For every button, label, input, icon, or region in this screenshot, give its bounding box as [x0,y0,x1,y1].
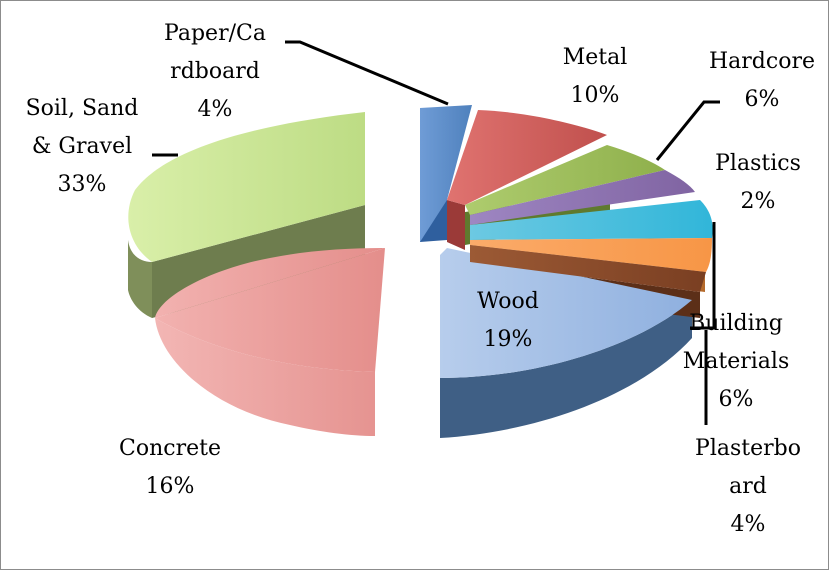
label-line: Soil, Sand [26,96,139,121]
label-line: Concrete [119,436,221,461]
label-concrete: Concrete 16% [119,436,221,499]
slice-metal [447,110,607,205]
label-line: Plastics [715,151,801,176]
slice-side-concrete [155,318,375,436]
slice-side-metal [447,200,465,250]
slice-plastics-2 [470,200,713,240]
slice-plasterboard [470,245,706,292]
label-line: 19% [484,327,533,352]
label-wood: Wood 19% [477,289,539,352]
slice-labels: Paper/Ca rdboard 4% Metal 10% Hardcore 6% Plast… [26,21,815,537]
label-soil-sand-gravel: Soil, Sand & Gravel 33% [26,96,139,197]
label-line: Wood [477,289,539,314]
slice-side-wood [440,300,692,438]
slice-plastics [470,170,695,225]
label-line: rdboard [170,59,260,84]
label-line: Paper/Ca [164,21,266,46]
slice-paper [420,105,472,242]
label-line: & Gravel [32,134,132,159]
label-line: 4% [731,512,766,537]
leader-hardcore [655,100,720,161]
label-line: Plasterbo [695,436,801,461]
label-plasterboard: Plasterbo ard 4% [695,436,801,537]
label-building-materials: Building Materials 6% [683,311,790,412]
leader-paper [285,40,449,106]
label-line: 2% [741,189,776,214]
label-hardcore: Hardcore 6% [709,49,815,112]
label-line: Hardcore [709,49,815,74]
label-metal: Metal 10% [563,45,628,108]
slice-building [470,238,712,272]
leader-building [690,222,716,330]
label-line: 6% [719,387,754,412]
label-line: 16% [146,474,195,499]
leader-lines [152,40,720,425]
label-line: Materials [683,349,790,374]
label-line: Metal [563,45,628,70]
label-line: 33% [58,172,107,197]
slice-soil [128,112,365,262]
slice-wood [440,248,692,378]
label-line: 6% [745,87,780,112]
label-line: 4% [198,97,233,122]
slice-concrete-face [155,248,385,372]
label-line: ard [729,474,767,499]
slice-hardcore [465,145,665,215]
label-plastics: Plastics 2% [715,151,801,214]
slice-tops [128,105,713,378]
label-line: Building [689,311,783,336]
label-line: 10% [571,83,620,108]
slice-side-soil-rim [128,240,152,318]
label-paper-cardboard: Paper/Ca rdboard 4% [164,21,266,122]
